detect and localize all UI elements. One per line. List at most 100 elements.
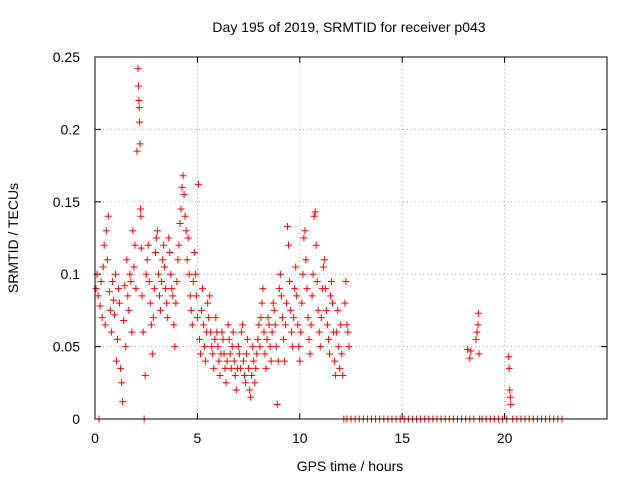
data-point [178,183,186,191]
data-point [158,277,166,285]
data-point [172,299,180,307]
data-point [130,263,138,271]
data-point [474,309,482,317]
data-point [334,306,342,314]
data-point [173,277,181,285]
data-point [160,241,168,249]
data-point [257,314,265,322]
data-point [139,328,147,336]
data-point [295,343,303,351]
data-point [466,354,474,362]
data-point [114,335,122,343]
data-point [151,248,159,256]
y-tick-label: 0.15 [53,194,80,210]
data-point [506,386,514,394]
data-point [473,328,481,336]
data-point [474,321,482,329]
data-point [472,335,480,343]
data-point [226,350,234,358]
data-point [320,256,328,264]
data-point [467,347,475,355]
y-tick-label: 0.2 [61,121,81,137]
data-point [170,321,178,329]
data-point [241,372,249,380]
data-point [338,350,346,358]
data-point [297,328,305,336]
data-point [199,285,207,293]
data-point [174,256,182,264]
data-point [322,306,330,314]
data-point [126,270,134,278]
data-point [171,343,179,351]
data-point [247,393,255,401]
data-point [120,317,128,325]
data-point [216,372,224,380]
data-point [317,314,325,322]
data-point [108,277,116,285]
data-point [99,263,107,271]
data-point [328,277,336,285]
data-point [161,263,169,271]
data-point [137,244,145,252]
data-point [207,328,215,336]
data-point [102,227,110,235]
data-points [92,65,566,423]
data-point [159,256,167,264]
data-point [341,299,349,307]
data-point [265,321,273,329]
data-point [129,227,137,235]
data-point [215,357,223,365]
data-point [224,321,232,329]
data-point [176,220,184,228]
grid [95,57,607,419]
data-point [231,372,239,380]
data-point [136,205,144,213]
data-point [219,335,227,343]
data-point [125,306,133,314]
data-point [97,277,105,285]
y-tick-label: 0.05 [53,339,80,355]
data-point [336,364,344,372]
y-tick-label: 0.25 [53,49,80,65]
data-point [201,343,209,351]
data-point [248,372,256,380]
data-point [189,277,197,285]
data-point [264,314,272,322]
data-point [275,285,283,293]
data-point [279,335,287,343]
data-point [464,345,472,353]
data-point [204,299,212,307]
data-point [309,270,317,278]
data-point [310,212,318,220]
data-point [157,306,165,314]
data-point [167,270,175,278]
data-point [278,314,286,322]
data-point [137,212,145,220]
data-point [246,386,254,394]
data-point [202,357,210,365]
data-point [148,350,156,358]
data-point [253,350,261,358]
data-point [269,299,277,307]
data-point [147,321,155,329]
data-point [136,140,144,148]
y-tick-label: 0.1 [61,266,81,282]
data-point [116,299,124,307]
data-point [306,350,314,358]
data-point [175,241,183,249]
data-point [181,212,189,220]
data-point [182,227,190,235]
data-point [101,321,109,329]
x-tick-label: 15 [394,430,410,446]
data-point [124,292,132,300]
y-axis-label: SRMTID / TECUs [5,183,21,293]
data-point [256,343,264,351]
data-point [196,350,204,358]
data-point [333,328,341,336]
data-point [282,299,290,307]
data-point [195,335,203,343]
data-point [211,335,219,343]
data-point [210,364,218,372]
data-point [118,379,126,387]
data-point [254,335,262,343]
